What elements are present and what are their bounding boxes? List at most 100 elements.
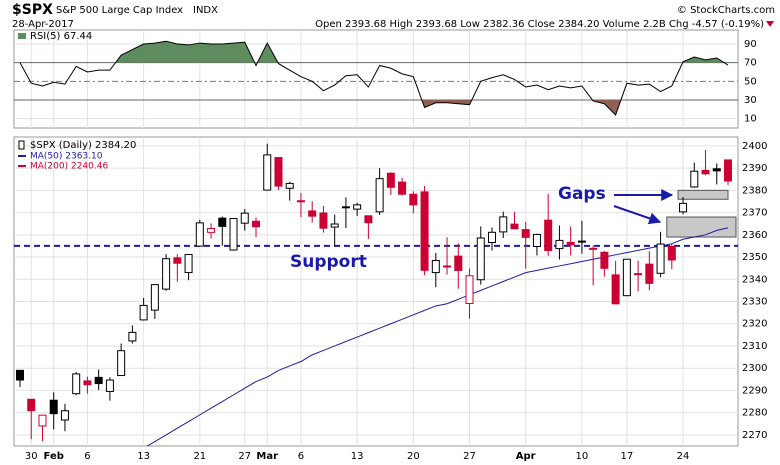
candle-body [431,259,440,274]
candle-body [195,222,204,247]
candle-body [420,191,429,271]
candle-body [667,246,676,261]
candle-body [341,206,350,209]
candle-body [544,219,553,251]
y-tick-label: 90 [744,39,757,50]
candle-body [274,157,283,187]
candle-body [488,231,496,244]
x-tick-label: 24 [677,451,690,462]
candle-body [285,182,294,189]
x-tick-label: 27 [238,451,251,462]
rsi-panel [13,29,739,129]
rsi-line [19,40,729,116]
candle-body [364,215,373,224]
x-tick-label: 6 [84,451,90,462]
candle-body [476,237,485,281]
candle-body [375,178,384,213]
legend-icon [18,33,26,39]
candle-body [240,212,249,224]
candle-body [296,200,305,203]
candle-body [566,241,575,246]
candle-body [184,253,193,274]
candle-body [49,399,58,415]
y-tick-label: 2400 [742,141,767,152]
y-tick-label: 2310 [742,341,767,352]
y-tick-label: 2280 [742,408,767,419]
candle-body [521,229,530,238]
x-tick-label: 17 [620,451,633,462]
y-tick-label: 2320 [742,319,767,330]
price-legend: $SPX (Daily) 2384.20 [30,140,136,151]
candle-body [207,228,216,233]
ma-line [146,227,729,446]
candle-body [510,223,519,230]
candle-body [218,217,227,227]
x-tick-label: Mar [256,451,278,462]
y-tick-label: 2360 [742,230,767,241]
y-tick-label: 10 [744,114,757,125]
x-tick-label: Apr [516,451,536,462]
y-tick-label: 2300 [742,363,767,374]
price-panel [13,136,739,447]
gap-box [677,189,729,200]
x-tick-label: 10 [576,451,589,462]
candle-body [465,275,474,304]
candle-body [319,212,328,229]
y-tick-label: 30 [744,95,757,106]
y-tick-label: 2330 [742,297,767,308]
rsi-legend: RSI(5) 67.44 [30,31,92,42]
x-tick-label: 20 [407,451,420,462]
candle-body [532,233,541,247]
y-tick-label: 2340 [742,274,767,285]
x-tick-label: 13 [137,451,150,462]
candle-body [117,350,126,377]
candle-body [634,273,643,276]
candle-body [150,284,159,311]
candle-body [454,255,463,271]
candle-body [409,193,418,206]
candle-body [499,216,508,233]
candle-body [16,369,24,381]
candle-body [72,373,81,395]
candle-body [712,168,721,172]
exchange: INDX [193,5,218,16]
plot-layer: 30 Feb 6 13 21 27 Mar 6 13 20 27 Apr 10 17 24 10 30 50 70 9… [14,30,767,462]
y-tick-label: 70 [744,58,757,69]
candle-body [139,304,148,321]
x-tick-label: 21 [193,451,206,462]
legend-entry: MA(200) 2240.46 [30,162,108,172]
candle-body [555,239,564,250]
candle-body [600,251,609,269]
candle-body [353,204,362,210]
candle-body [724,159,732,182]
down-indicator [766,21,774,27]
candle-body [252,220,260,228]
candle-body [577,240,586,243]
candle-body [263,154,272,191]
overbought-area [20,41,728,63]
candle-body [443,265,452,268]
security-name: S&P 500 Large Cap Index [56,5,183,16]
candle-body [27,398,36,412]
y-tick-label: 50 [744,76,757,87]
x-tick-label: 13 [351,451,364,462]
support-label: Support [290,252,367,272]
legend-entry: MA(50) 2363.10 [30,152,103,162]
y-tick-label: 2370 [742,208,767,219]
y-tick-label: 2290 [742,385,767,396]
gap-box [666,216,737,238]
x-tick-label: 30 [25,451,38,462]
candle-body [38,414,47,427]
candle-body [656,243,665,274]
y-tick-label: 2380 [742,185,767,196]
source: © StockCharts.com [677,5,775,16]
legend-icon [18,140,25,150]
y-tick-label: 2350 [742,252,767,263]
candle-body [330,223,339,228]
candle-body [611,274,620,305]
candle-body [690,170,699,188]
candle-body [173,257,182,264]
candle-body [386,172,395,188]
symbol: $SPX [12,2,53,18]
gaps-label: Gaps [558,184,606,204]
